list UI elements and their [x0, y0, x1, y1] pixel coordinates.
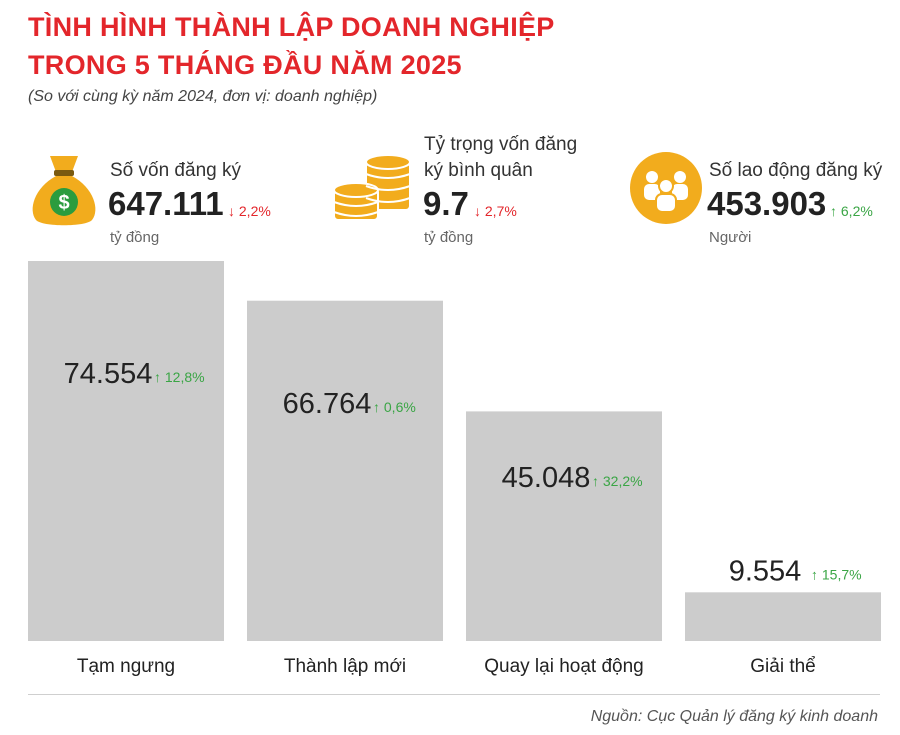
category-label: Quay lại hoạt động [484, 656, 644, 677]
people-icon [630, 152, 702, 224]
bar-change-label: ↑ 0,6% [373, 399, 416, 415]
kpi-labor-unit: Người [709, 229, 752, 246]
bar-value-label: 9.554 [729, 555, 802, 587]
bar-1 [28, 261, 224, 641]
bar-3 [466, 411, 662, 641]
kpi-avg-capital-value: 9.7 [423, 185, 469, 222]
kpi-avg-capital-change: ↓ 2,7% [474, 203, 517, 219]
category-label: Thành lập mới [284, 656, 406, 677]
footer-divider [28, 694, 880, 695]
bar-change-label: ↑ 32,2% [592, 473, 643, 489]
svg-text:$: $ [58, 192, 69, 214]
source-note: Nguồn: Cục Quản lý đăng ký kinh doanh [590, 708, 878, 725]
kpi-avg-capital-label-line2: ký bình quân [424, 160, 533, 181]
kpi-labor-label: Số lao động đăng ký [709, 160, 883, 181]
kpi-avg-capital-label-line1: Tỷ trọng vốn đăng [424, 134, 578, 155]
bar-value-label: 74.554 [64, 358, 153, 390]
kpi-capital-label: Số vốn đăng ký [110, 160, 241, 181]
bar-4 [685, 592, 881, 641]
bar-value-label: 66.764 [283, 388, 372, 420]
kpi-labor-change: ↑ 6,2% [830, 203, 873, 219]
money-bag-icon: $ [32, 156, 96, 226]
kpi-capital-value: 647.111 [108, 185, 224, 222]
coins-icon [333, 154, 411, 221]
bar-change-label: ↑ 12,8% [154, 369, 205, 385]
kpi-capital-change: ↓ 2,2% [228, 203, 271, 219]
title-line-2: TRONG 5 THÁNG ĐẦU NĂM 2025 [28, 50, 462, 80]
bar-change-label: ↑ 15,7% [811, 566, 862, 582]
subtitle: (So với cùng kỳ năm 2024, đơn vị: doanh … [28, 88, 378, 105]
category-label: Giải thể [750, 656, 815, 677]
title-line-1: TÌNH HÌNH THÀNH LẬP DOANH NGHIỆP [28, 12, 555, 42]
kpi-capital-unit: tỷ đồng [110, 229, 160, 246]
category-label: Tạm ngưng [77, 656, 175, 677]
bar-value-label: 45.048 [502, 462, 591, 494]
kpi-avg-capital-unit: tỷ đồng [424, 229, 474, 246]
bar-2 [247, 300, 443, 641]
kpi-labor-value: 453.903 [707, 185, 827, 222]
